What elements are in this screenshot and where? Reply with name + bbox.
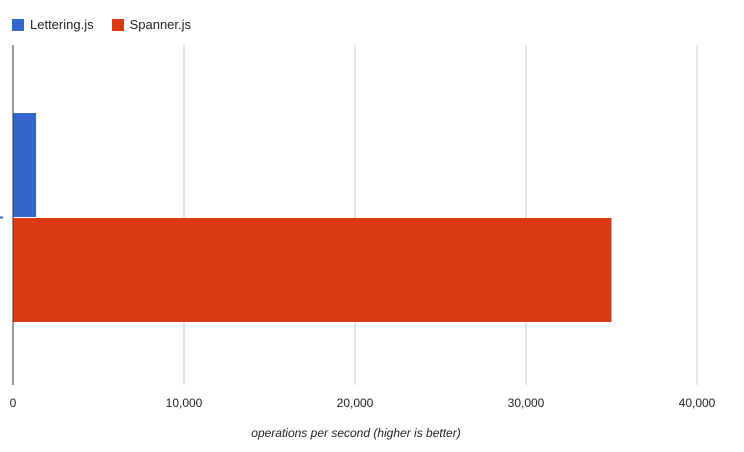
axis-layer: 0 10,000 20,000 30,000 40,000 [0, 45, 716, 410]
x-tick-label: 0 [10, 396, 17, 410]
legend-swatch-spanner [111, 18, 124, 31]
bar-layer [13, 113, 612, 322]
x-axis-title: operations per second (higher is better) [251, 426, 460, 440]
legend-swatch-lettering [12, 18, 24, 31]
legend-label-lettering: Lettering.js [30, 17, 94, 32]
legend-item-lettering: Lettering.js [12, 17, 94, 32]
x-tick-label: 10,000 [166, 396, 203, 410]
chart-legend: Lettering.js Spanner.js [12, 17, 209, 32]
legend-label-spanner: Spanner.js [129, 17, 192, 32]
grid-layer [183, 45, 698, 385]
x-tick-label: 20,000 [337, 396, 374, 410]
x-tick-label: 30,000 [508, 396, 545, 410]
bar-lettering-js [13, 113, 37, 217]
x-tick-label: 40,000 [679, 396, 716, 410]
legend-item-spanner: Spanner.js [111, 17, 192, 32]
bar-spanner-js [13, 218, 612, 322]
